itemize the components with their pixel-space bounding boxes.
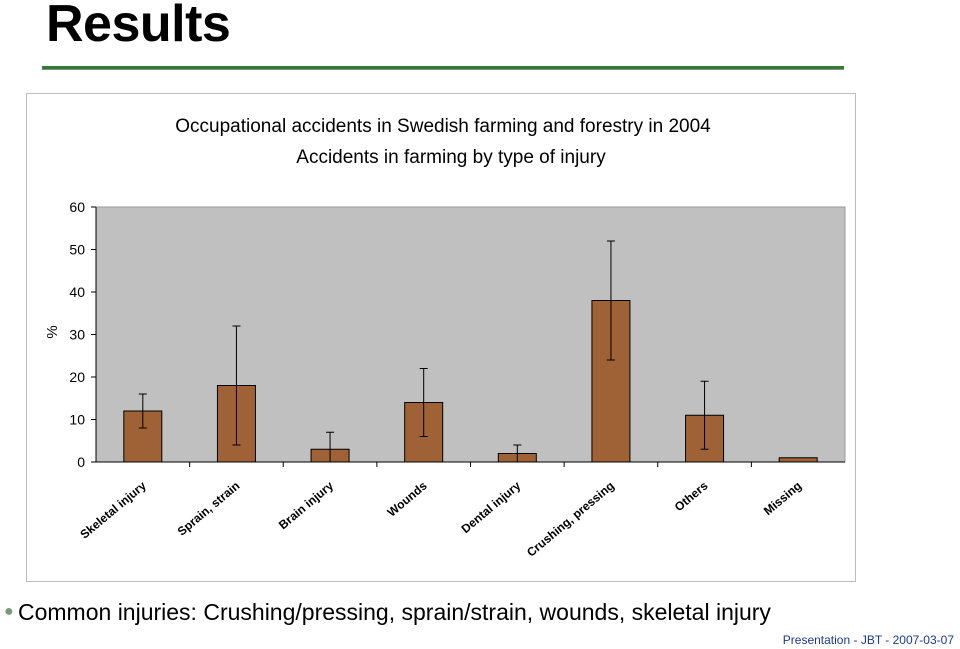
bullet-icon: ● xyxy=(4,603,14,620)
y-axis-label: % xyxy=(44,325,61,338)
x-tick-label: Crushing, pressing xyxy=(524,479,617,560)
error-bar xyxy=(138,393,147,429)
x-tick-label: Others xyxy=(672,478,711,514)
x-tick-label: Brain injury xyxy=(276,478,336,532)
chart-subtitle: Accidents in farming by type of injury xyxy=(296,147,606,168)
y-tick-label: 60 xyxy=(69,199,85,215)
y-tick-label: 40 xyxy=(69,284,85,300)
y-tick-label: 20 xyxy=(69,369,85,385)
title-divider xyxy=(42,66,844,70)
plot-area xyxy=(95,206,846,463)
x-tick-label: Wounds xyxy=(385,478,430,519)
error-bar xyxy=(419,368,428,437)
bar-chart: Occupational accidents in Swedish farmin… xyxy=(44,116,846,560)
y-tick-label: 30 xyxy=(69,327,85,343)
bar xyxy=(778,457,818,463)
y-tick-label: 50 xyxy=(69,242,85,258)
error-bar xyxy=(606,240,615,361)
x-tick-label: Sprain, strain xyxy=(175,479,243,539)
y-tick-label: 10 xyxy=(69,412,85,428)
y-tick-label: 0 xyxy=(77,454,85,470)
error-bar xyxy=(700,380,709,450)
x-tick-label: Missing xyxy=(761,479,804,518)
x-tick-label: Skeletal injury xyxy=(77,478,149,541)
slide-title: Results xyxy=(46,0,231,53)
error-bar xyxy=(513,444,522,463)
footer-text: Presentation - JBT - 2007-03-07 xyxy=(782,633,954,647)
summary-text: Common injuries: Crushing/pressing, spra… xyxy=(18,599,771,625)
error-bar xyxy=(326,431,335,463)
chart-frame: Occupational accidents in Swedish farmin… xyxy=(26,93,856,582)
chart-title: Occupational accidents in Swedish farmin… xyxy=(175,116,711,137)
error-bar xyxy=(232,325,241,446)
x-tick-label: Dental injury xyxy=(459,478,524,536)
